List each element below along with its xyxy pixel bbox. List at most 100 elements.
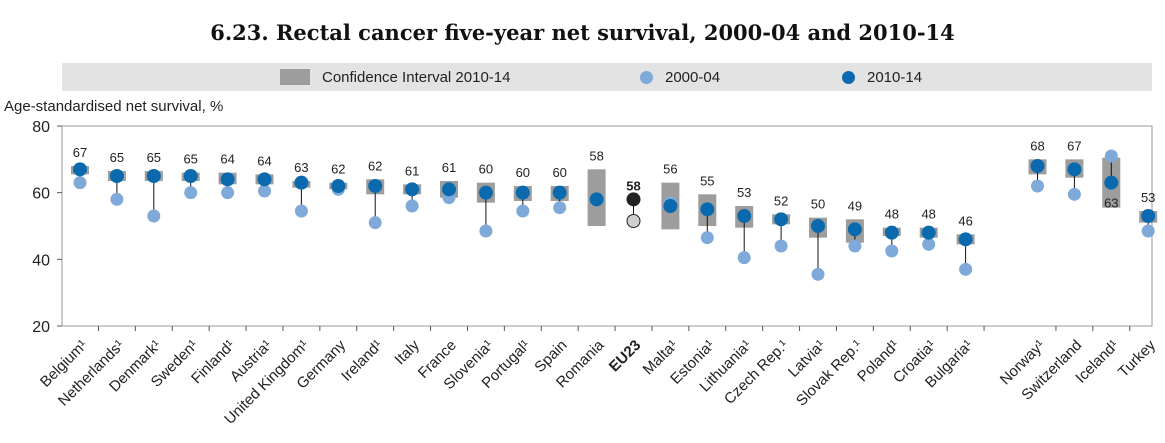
point-2000-04 <box>479 224 493 238</box>
category-label: Italy <box>391 336 423 368</box>
data-label: 61 <box>442 160 456 175</box>
point-2010-14 <box>626 192 641 207</box>
point-2010-14 <box>109 169 124 183</box>
data-label: 61 <box>405 163 419 178</box>
legend-dot-2000-04 <box>640 70 653 84</box>
point-2010-14 <box>811 219 825 233</box>
plot-area <box>61 125 1153 327</box>
category-label: Ireland¹ <box>338 337 386 385</box>
y-axis-label: Age-standardised net survival, % <box>4 98 224 115</box>
data-label: 63 <box>1104 196 1118 211</box>
category-label: EU23 <box>606 337 645 376</box>
data-label: 48 <box>921 207 935 222</box>
point-2010-14 <box>257 172 272 187</box>
point-2010-14 <box>774 212 789 227</box>
data-label: 53 <box>1141 190 1155 205</box>
point-2000-04 <box>294 204 308 218</box>
legend: Confidence Interval 2010-14 2000-04 2010… <box>62 63 1152 91</box>
data-label: 52 <box>774 193 788 208</box>
data-label: 53 <box>737 185 751 200</box>
point-2000-04 <box>405 199 419 213</box>
point-2010-14 <box>552 185 567 200</box>
data-label: 56 <box>663 162 677 177</box>
data-label: 50 <box>811 197 825 212</box>
data-label: 62 <box>331 162 345 177</box>
point-2010-14 <box>1141 209 1156 223</box>
point-2000-04 <box>626 214 641 228</box>
point-2010-14 <box>442 182 456 197</box>
data-label: 60 <box>552 165 566 180</box>
point-2010-14 <box>73 162 87 177</box>
point-2000-04 <box>1104 149 1118 163</box>
data-label: 60 <box>479 162 493 177</box>
data-label: 55 <box>700 173 714 188</box>
point-2000-04 <box>73 176 87 190</box>
data-label: 65 <box>110 150 124 165</box>
point-2010-14 <box>921 225 936 240</box>
point-2000-04 <box>516 204 530 218</box>
point-2000-04 <box>811 267 825 281</box>
point-2000-04 <box>368 216 382 230</box>
point-2000-04 <box>885 244 899 258</box>
data-label: 65 <box>183 152 197 167</box>
point-2000-04 <box>147 209 161 223</box>
point-2010-14 <box>1104 175 1119 190</box>
legend-item-2000-04: 2000-04 <box>640 63 720 91</box>
point-2000-04 <box>774 239 788 253</box>
point-2000-04 <box>922 237 936 251</box>
legend-dot-2010-14 <box>842 70 855 84</box>
point-2010-14 <box>183 169 198 183</box>
data-label: 64 <box>257 153 271 168</box>
point-2000-04 <box>959 262 973 276</box>
point-2010-14 <box>478 185 493 200</box>
point-2000-04 <box>700 231 714 245</box>
point-2010-14 <box>1030 159 1045 173</box>
legend-label-2010-14: 2010-14 <box>867 68 923 86</box>
data-label: 60 <box>516 165 530 180</box>
point-2000-04 <box>553 201 567 215</box>
point-2000-04 <box>221 186 235 200</box>
point-2000-04 <box>184 186 198 200</box>
category-label: Turkey <box>1115 336 1159 380</box>
data-label: 58 <box>589 148 603 163</box>
data-label: 64 <box>220 152 234 167</box>
data-label: 65 <box>147 150 161 165</box>
data-label: 63 <box>294 160 308 175</box>
y-tick-label: 40 <box>32 252 50 269</box>
point-2000-04 <box>1141 224 1155 238</box>
data-label: 62 <box>368 158 382 173</box>
point-2000-04 <box>737 251 751 265</box>
point-2010-14 <box>515 185 530 200</box>
point-2010-14 <box>884 225 899 240</box>
point-2000-04 <box>258 184 271 198</box>
point-2010-14 <box>405 182 420 197</box>
point-2010-14 <box>737 209 752 223</box>
legend-label-2000-04: 2000-04 <box>665 68 721 86</box>
legend-item-2010-14: 2010-14 <box>842 63 922 91</box>
point-2000-04 <box>1067 187 1081 201</box>
point-2010-14 <box>1067 162 1082 177</box>
legend-swatch-ci <box>280 69 310 85</box>
point-2010-14 <box>294 175 309 190</box>
point-2010-14 <box>847 222 862 237</box>
point-2010-14 <box>220 172 235 187</box>
point-2010-14 <box>700 202 715 217</box>
y-tick-label: 60 <box>32 186 50 203</box>
y-tick-label: 80 <box>32 119 50 136</box>
point-2010-14 <box>958 232 973 247</box>
point-2000-04 <box>848 239 862 253</box>
data-label: 49 <box>848 198 862 213</box>
legend-item-ci: Confidence Interval 2010-14 <box>280 63 510 91</box>
point-2010-14 <box>589 192 604 207</box>
point-2000-04 <box>110 192 124 206</box>
data-label: 67 <box>73 145 87 160</box>
y-tick-label: 20 <box>32 319 50 336</box>
point-2010-14 <box>331 179 346 193</box>
point-2010-14 <box>663 199 678 213</box>
data-label: 67 <box>1067 138 1081 153</box>
point-2000-04 <box>1031 179 1044 193</box>
data-label: 58 <box>626 178 640 193</box>
data-label: 48 <box>885 207 899 222</box>
data-label: 46 <box>958 213 972 228</box>
